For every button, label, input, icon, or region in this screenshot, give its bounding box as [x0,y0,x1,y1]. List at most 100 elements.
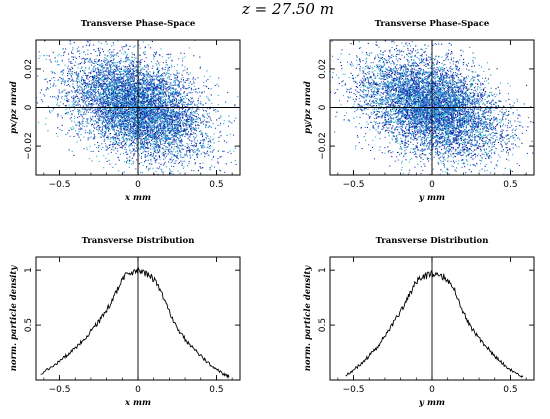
scatter-point [150,108,152,110]
scatter-point [94,116,96,118]
scatter-point [132,88,134,90]
scatter-point [117,150,119,152]
scatter-point [94,60,96,63]
scatter-point [91,107,93,109]
scatter-point [195,143,198,145]
scatter-point [183,81,185,83]
scatter-point [146,138,148,140]
scatter-point [168,88,170,90]
scatter-point [108,111,110,113]
scatter-point [167,153,169,155]
scatter-point [130,127,132,129]
scatter-point [195,116,198,118]
scatter-point [196,105,198,107]
scatter-point [195,88,197,90]
scatter-point [177,105,179,107]
scatter-point [124,148,126,151]
scatter-point [146,100,148,103]
scatter-point [93,94,95,96]
scatter-point [134,113,136,115]
scatter-point [96,155,98,157]
scatter-point [213,149,215,151]
scatter-point [182,130,184,132]
scatter-point [83,60,86,62]
scatter-point [128,112,130,114]
scatter-point [134,133,136,135]
scatter-point [215,109,217,111]
scatter-point [102,98,104,100]
scatter-point [147,80,149,82]
scatter-point [184,66,186,68]
scatter-point [196,135,198,137]
scatter-point [144,47,146,49]
scatter-point [161,109,163,111]
scatter-point [59,76,61,79]
scatter-point [217,124,219,126]
scatter-point [180,94,182,96]
scatter-point [123,136,125,138]
scatter-point [162,96,164,98]
scatter-point [129,74,131,76]
scatter-point [76,77,78,79]
scatter-point [190,119,192,121]
scatter-point [102,117,104,119]
scatter-point [107,78,109,80]
scatter-point [102,79,104,81]
scatter-point [169,125,171,127]
scatter-point [201,146,203,148]
scatter-point [140,162,142,164]
scatter-point [138,86,140,88]
scatter-point [144,132,146,134]
scatter-point [107,135,109,137]
scatter-point [117,125,119,128]
scatter-point [112,82,114,84]
scatter-point [166,139,168,142]
scatter-point [100,119,102,121]
scatter-point [107,103,109,105]
scatter-point [158,105,160,107]
scatter-point [67,132,69,134]
scatter-point [141,135,143,137]
scatter-point [72,83,74,85]
scatter-point [85,113,87,116]
scatter-point [67,67,69,69]
scatter-point [154,143,156,145]
scatter-point [162,111,164,113]
scatter-point [68,104,70,106]
scatter-point [132,163,134,165]
scatter-point [144,65,146,67]
scatter-point [122,88,124,90]
scatter-point [186,105,188,108]
scatter-point [122,137,124,139]
scatter-point [218,77,220,79]
scatter-point [119,115,121,117]
scatter-point [180,129,182,131]
scatter-point [146,70,148,72]
scatter-point [141,59,143,61]
scatter-point [114,107,116,109]
scatter-point [170,111,172,113]
scatter-point [173,166,175,168]
scatter-point [149,89,151,91]
scatter-point [102,85,104,88]
scatter-point [183,107,185,109]
scatter-point [123,85,125,87]
scatter-point [143,96,145,98]
scatter-point [108,119,110,121]
scatter-point [73,98,75,100]
scatter-point [179,144,181,146]
scatter-point [164,119,166,121]
scatter-point [94,119,96,121]
scatter-point [140,82,142,84]
scatter-point [170,89,172,91]
scatter-point [90,105,92,107]
scatter-point [177,145,179,147]
scatter-point [129,124,131,126]
scatter-point [76,82,78,84]
scatter-point [108,159,110,161]
scatter-point [189,115,191,117]
scatter-point [100,110,102,112]
scatter-point [203,147,205,149]
scatter-point [129,78,131,80]
scatter-point [197,148,199,150]
